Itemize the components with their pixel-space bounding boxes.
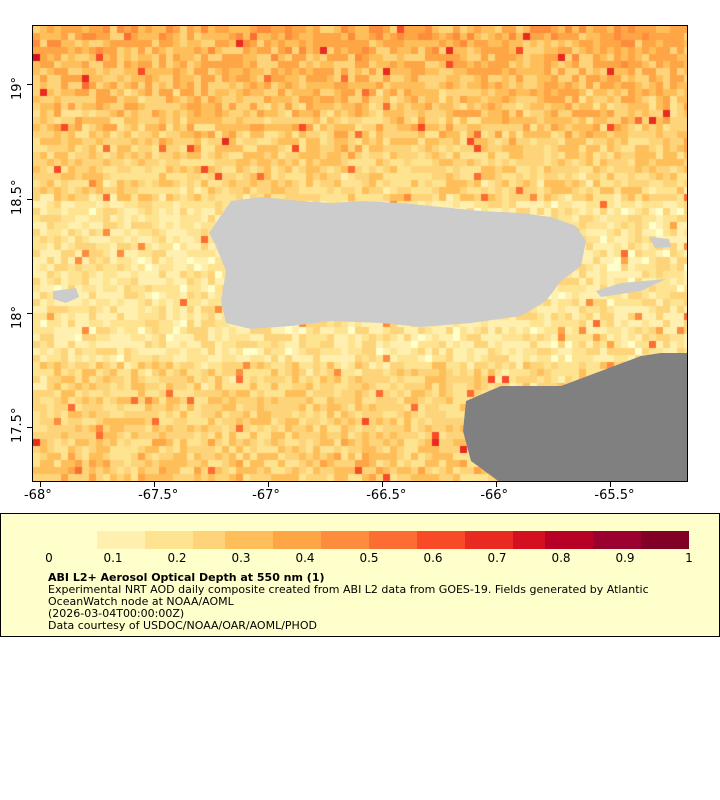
colorbar-segment [561,531,578,549]
colorbar-segment [97,531,114,549]
lon-tick-label: -67.5° [138,488,179,503]
lon-tick [610,482,612,487]
lon-tick [496,482,498,487]
colorbar-segment [65,531,82,549]
colorbar-tick-label: 0.3 [231,551,251,565]
colorbar-tick-label: 0 [45,551,53,565]
lat-tick-label: 19° [10,77,25,101]
colorbar-segment [369,531,386,549]
colorbar-segment [545,531,562,549]
lat-tick-label: 17.5° [10,407,25,444]
colorbar-segment [49,531,66,549]
colorbar-segment [257,531,274,549]
lat-tick [27,427,32,429]
colorbar [49,531,689,549]
colorbar-segment [177,531,194,549]
colorbar-tick-label: 0.7 [487,551,507,565]
legend-panel: 0 0.1 0.2 0.3 0.4 0.5 0.6 0.7 0.8 0.9 1 ABI L2+ Ae… [0,513,720,637]
colorbar-tick-label: 0.2 [167,551,187,565]
legend-description-2: OceanWatch node at NOAA/AOML [48,595,234,608]
colorbar-segment [417,531,434,549]
colorbar-segment [577,531,594,549]
lon-tick-label: -65.5° [594,488,635,503]
colorbar-segment [641,531,658,549]
map-overlay [53,197,687,481]
lon-tick [154,482,156,487]
colorbar-segment [209,531,226,549]
colorbar-segment [433,531,450,549]
colorbar-segment [129,531,146,549]
lat-tick-label: 18.5° [10,179,25,215]
colorbar-segment [513,531,530,549]
colorbar-segment [529,531,546,549]
lon-tick [382,482,384,487]
colorbar-segment [625,531,642,549]
colorbar-tick-label: 0.9 [615,551,635,565]
legend-title: ABI L2+ Aerosol Optical Depth at 550 nm … [48,571,325,584]
lon-tick [268,482,270,487]
lat-tick [27,312,32,314]
colorbar-segment [321,531,338,549]
legend-description: Experimental NRT AOD daily composite cre… [48,583,649,596]
colorbar-tick-label: 0.6 [423,551,443,565]
colorbar-segment [449,531,466,549]
colorbar-segment [81,531,98,549]
colorbar-segment [657,531,674,549]
colorbar-segment [145,531,162,549]
colorbar-tick-label: 0.4 [295,551,315,565]
colorbar-segment [113,531,130,549]
colorbar-segment [337,531,354,549]
colorbar-segment [497,531,514,549]
nodata-region [463,353,687,481]
lon-tick [39,482,41,487]
colorbar-segment [465,531,482,549]
colorbar-segment [225,531,242,549]
colorbar-segment [673,531,689,549]
colorbar-segment [289,531,306,549]
colorbar-segment [241,531,258,549]
colorbar-segment [353,531,370,549]
colorbar-segment [609,531,626,549]
colorbar-segment [401,531,418,549]
colorbar-tick-label: 0.5 [359,551,379,565]
colorbar-segment [161,531,178,549]
lon-tick-label: -66.5° [366,488,407,503]
colorbar-tick-label: 0.8 [551,551,571,565]
colorbar-segment [593,531,610,549]
land-culebra [649,237,671,248]
aod-map [32,25,688,482]
lon-tick-label: -67° [252,488,280,503]
lat-tick-label: 18° [10,305,25,329]
lat-tick [27,198,32,200]
land-mona [53,288,79,303]
lon-tick-label: -66° [480,488,509,503]
colorbar-tick-label: 0.1 [103,551,123,565]
land-vieques [596,279,666,297]
lat-tick [27,84,32,86]
land-puerto-rico [209,197,586,329]
colorbar-segment [273,531,290,549]
lon-tick-label: -68° [23,488,52,503]
colorbar-segment [193,531,210,549]
colorbar-segment [385,531,402,549]
legend-time: (2026-03-04T00:00:00Z) [48,607,185,620]
colorbar-tick-label: 1 [685,551,693,565]
legend-credit: Data courtesy of USDOC/NOAA/OAR/AOML/PHO… [48,619,317,632]
colorbar-segment [481,531,498,549]
colorbar-segment [305,531,322,549]
